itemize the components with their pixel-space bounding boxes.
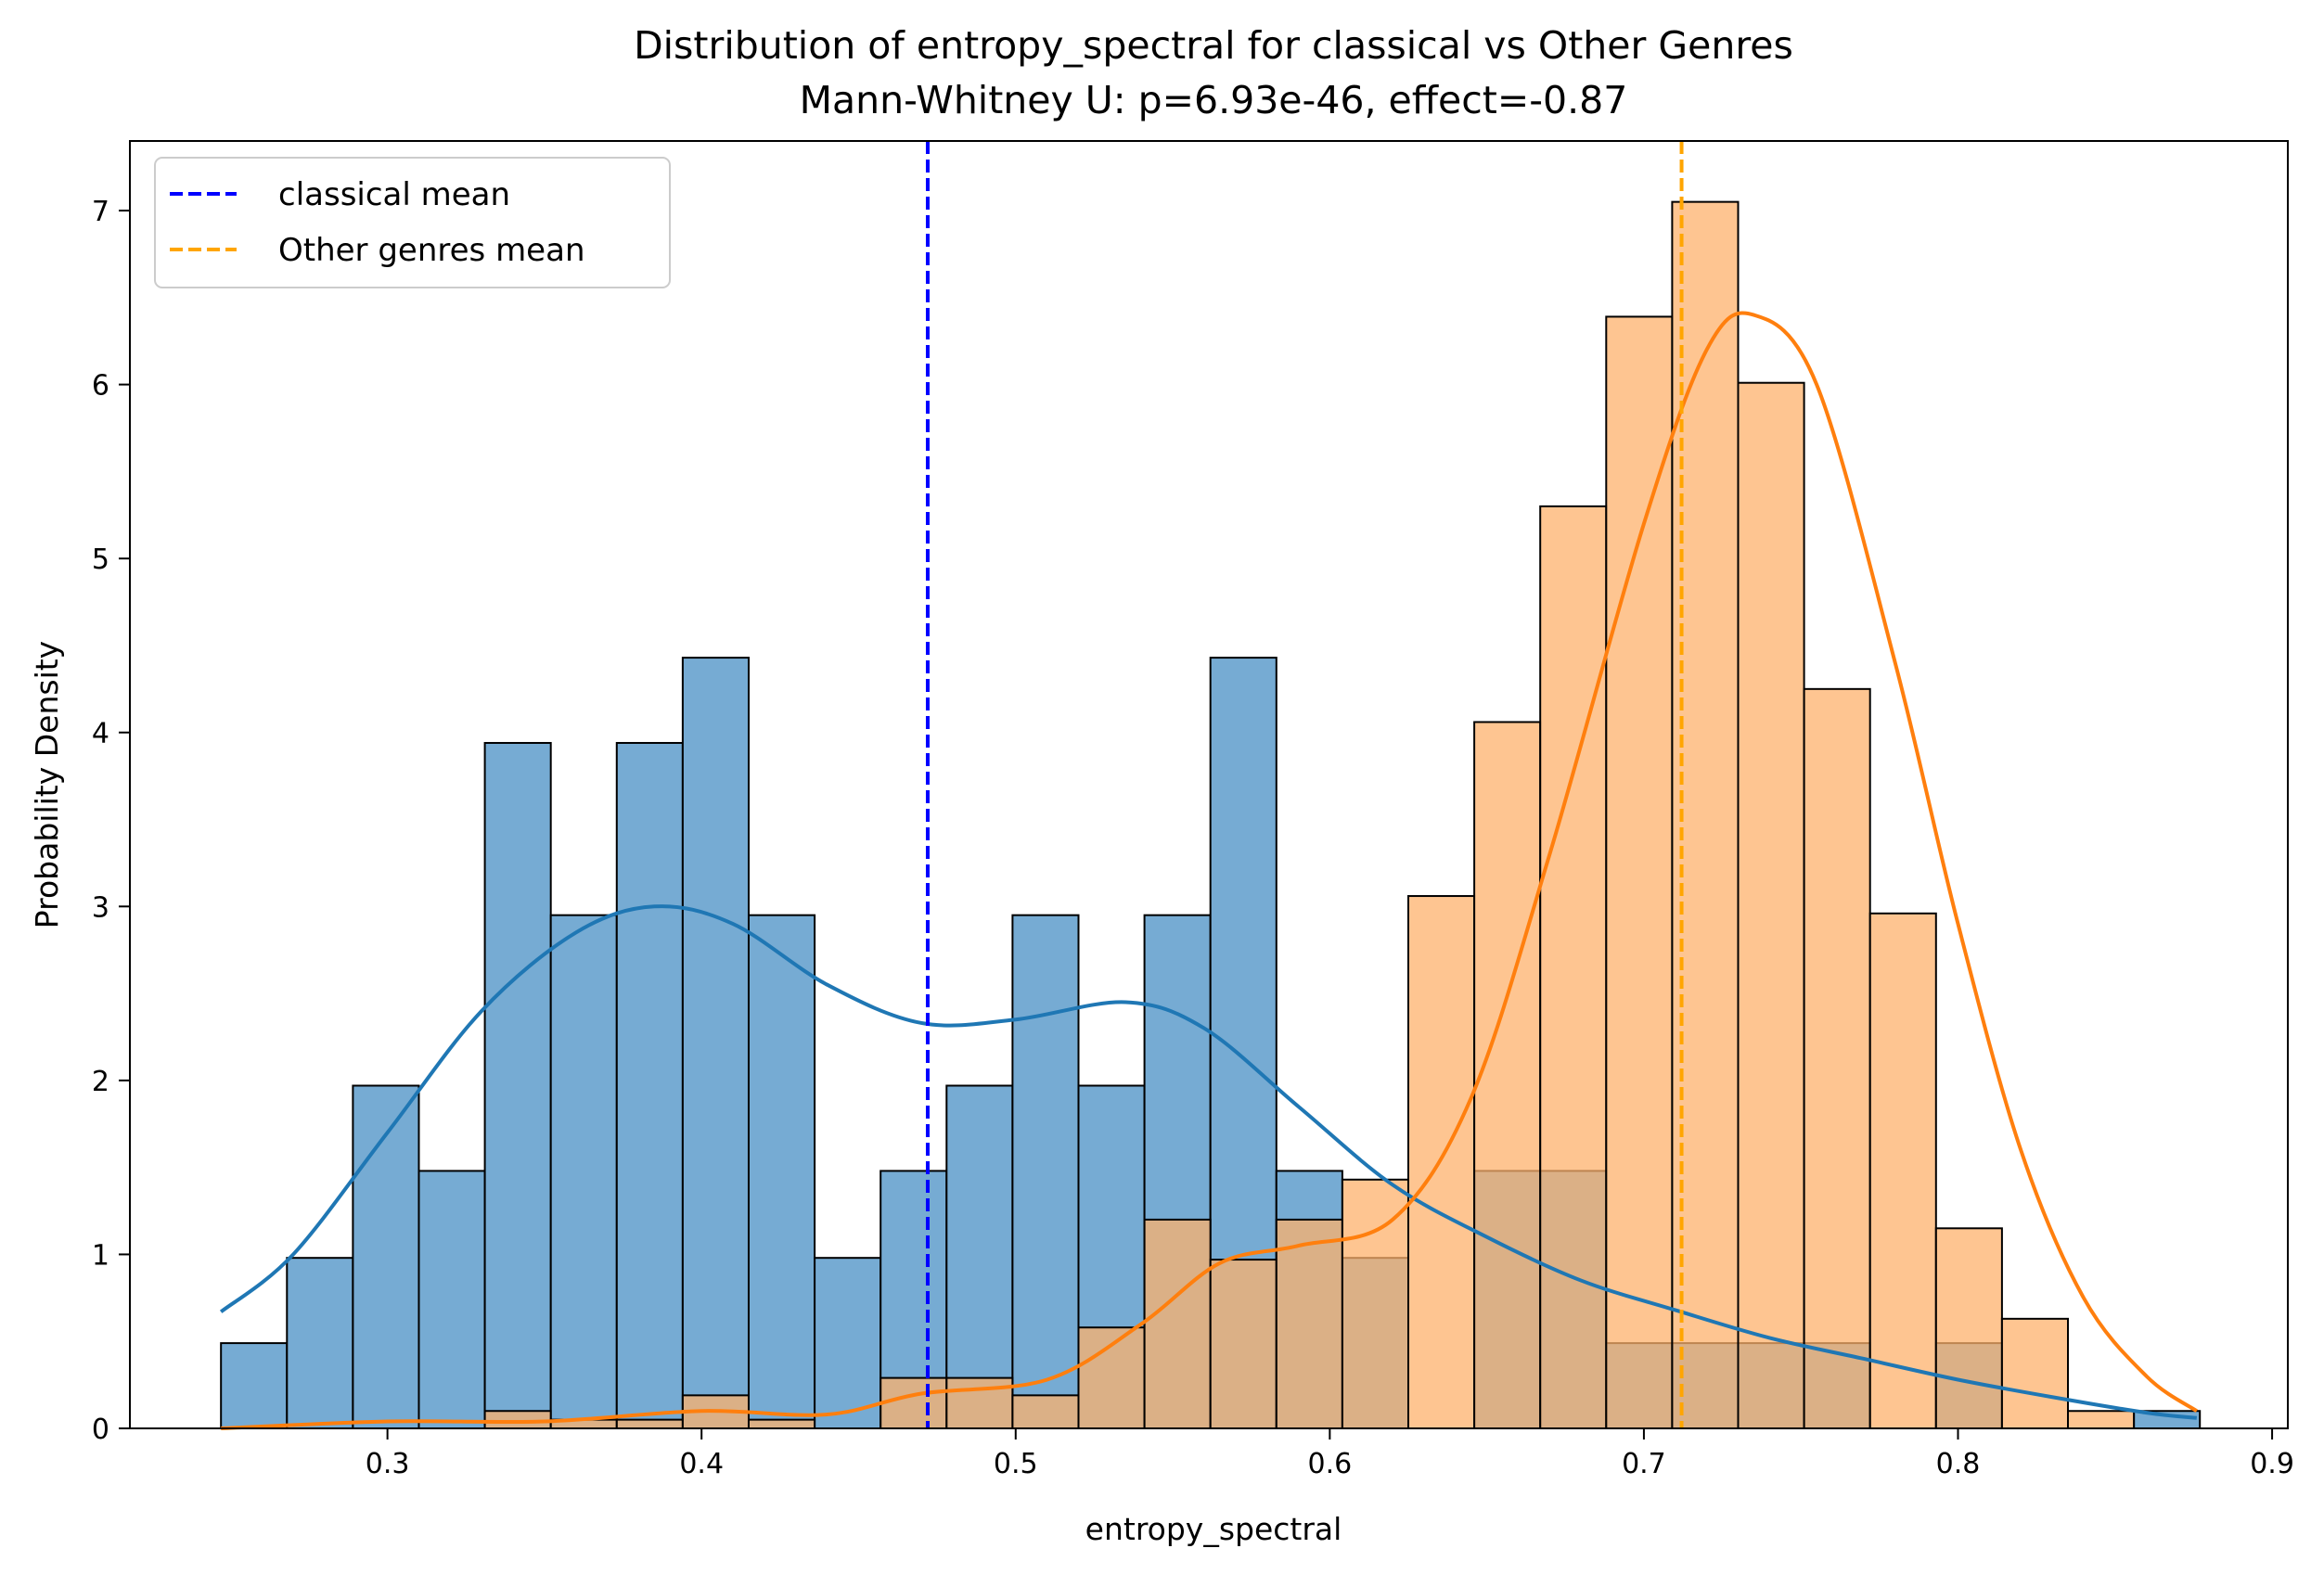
classical-bar (549, 914, 618, 1429)
classical-bar (417, 1170, 486, 1430)
classical-bar (747, 914, 816, 1429)
kde-curves (219, 311, 2198, 1430)
y-axis-label: Probability Density (29, 641, 65, 928)
classical-bar (220, 1342, 289, 1430)
classical-bar (814, 1257, 882, 1430)
other-genres-bar (945, 1376, 1014, 1429)
mean-lines (925, 141, 1684, 1428)
other-genres-kde-line (221, 311, 2198, 1430)
plot-frame (129, 140, 2289, 1429)
other-genres-bar (1143, 1218, 1212, 1430)
other-genres-bar (2066, 1410, 2136, 1430)
y-tick-label: 0 (92, 1414, 109, 1446)
other-genres-bar (1275, 1218, 1343, 1430)
y-tick-label: 3 (92, 891, 109, 924)
x-tick-label: 0.8 (1936, 1448, 1981, 1480)
chart-title: Distribution of entropy_spectral for cla… (634, 23, 1793, 68)
x-tick-label: 0.7 (1622, 1448, 1666, 1480)
other-genres-bar (1011, 1394, 1080, 1430)
classical-kde-line (219, 904, 2198, 1420)
other-genres-bar (1737, 381, 1805, 1430)
other-genres-bars (483, 200, 2136, 1430)
other-genres-bar (1209, 1259, 1278, 1429)
y-tick-label: 1 (92, 1239, 109, 1272)
other-genres-bar (1539, 505, 1608, 1429)
other-genres-bar (1341, 1178, 1409, 1429)
y-tick-label: 6 (92, 370, 109, 403)
legend-label-other-genres-mean: Other genres mean (278, 232, 585, 269)
other-genres-bar (2000, 1317, 2069, 1429)
other-genres-bar (1934, 1227, 2003, 1429)
classical-bar (286, 1257, 354, 1430)
classical-bar (483, 741, 552, 1429)
x-tick-label: 0.9 (2250, 1448, 2294, 1480)
y-tick-label: 5 (92, 544, 109, 576)
other-genres-bar (1077, 1326, 1146, 1430)
x-tick-label: 0.6 (1307, 1448, 1352, 1480)
x-tick-label: 0.3 (366, 1448, 410, 1480)
chart-subtitle: Mann-Whitney U: p=6.93e-46, effect=-0.87 (800, 78, 1628, 122)
y-tick-label: 7 (92, 196, 109, 228)
classical-bar (1011, 914, 1080, 1429)
classical-bar (945, 1084, 1014, 1430)
legend: classical mean Other genres mean (154, 157, 671, 288)
legend-box (154, 157, 671, 288)
x-axis-label: entropy_spectral (1085, 1511, 1342, 1547)
legend-label-classical-mean: classical mean (278, 176, 510, 213)
other-genres-bar (1406, 895, 1476, 1429)
other-genres-bar (1473, 721, 1542, 1429)
other-genres-bar (615, 1418, 684, 1429)
other-genres-bar (1803, 687, 1871, 1429)
classical-bar (352, 1084, 420, 1430)
other-genres-bar (1605, 315, 1674, 1429)
x-tick-label: 0.4 (679, 1448, 724, 1480)
other-genres-bar (880, 1376, 948, 1429)
y-tick-label: 4 (92, 718, 109, 750)
classical-bar (681, 657, 750, 1429)
x-axis-ticks: 0.3 0.4 0.5 0.6 0.7 0.8 0.9 (366, 1428, 2294, 1480)
x-tick-label: 0.5 (994, 1448, 1038, 1480)
y-tick-label: 2 (92, 1066, 109, 1098)
y-axis-ticks: 0 1 2 3 4 5 6 7 (92, 196, 130, 1446)
classical-bar (615, 741, 684, 1429)
other-genres-bar (747, 1418, 816, 1429)
other-genres-bar (1868, 912, 1937, 1429)
